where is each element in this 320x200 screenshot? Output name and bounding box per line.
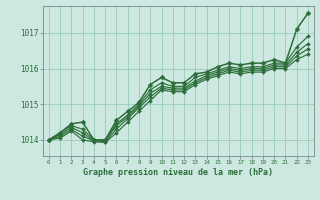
X-axis label: Graphe pression niveau de la mer (hPa): Graphe pression niveau de la mer (hPa) <box>84 168 273 177</box>
